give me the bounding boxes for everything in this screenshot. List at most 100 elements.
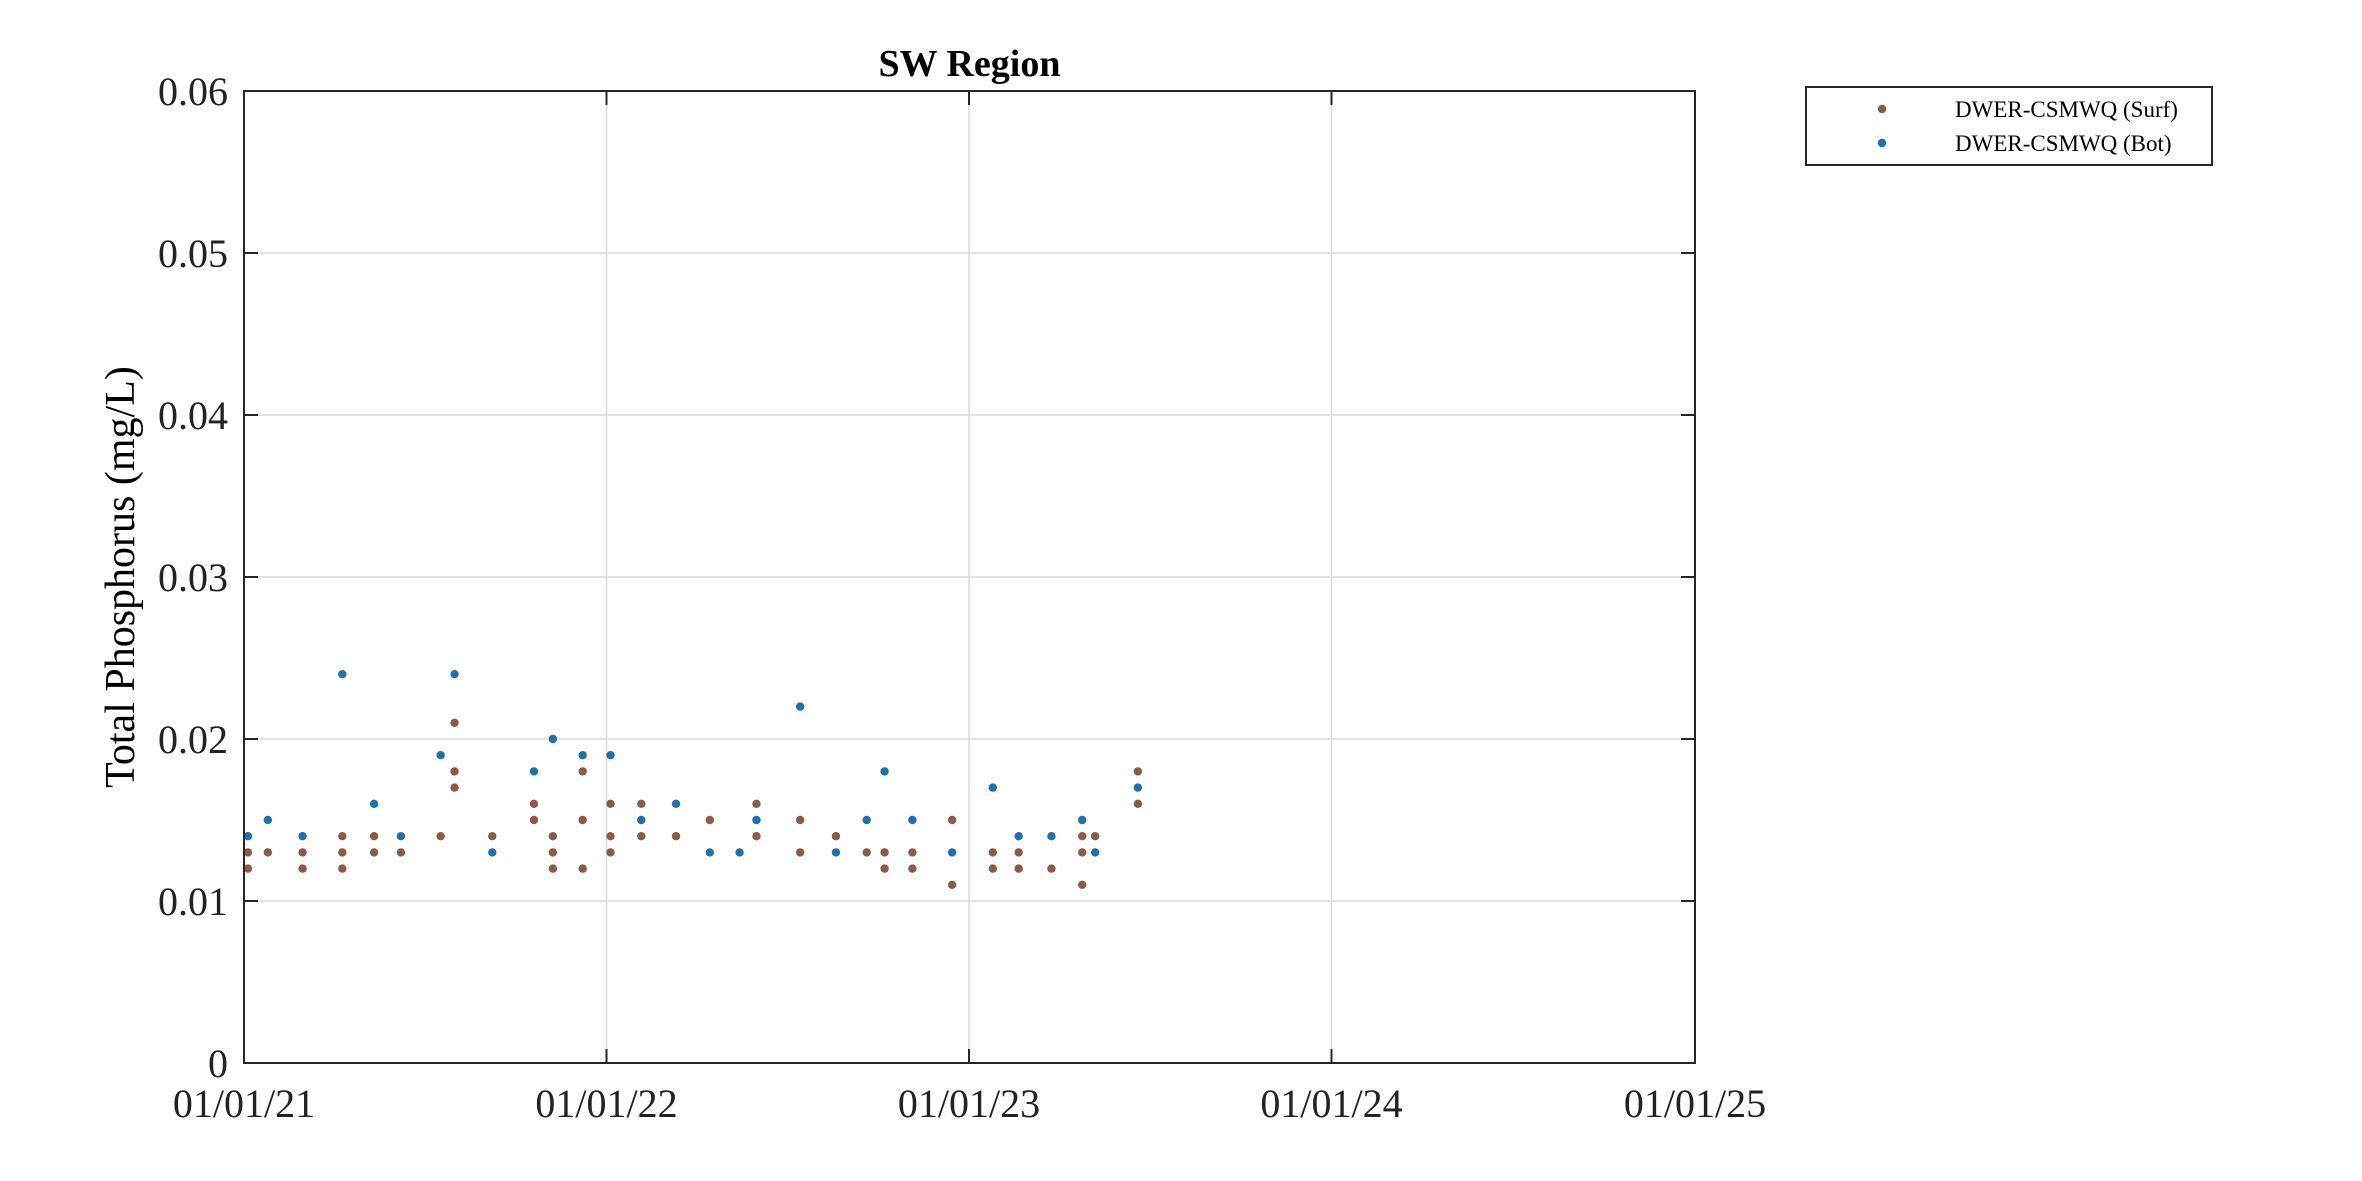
data-point-series-1 xyxy=(578,815,587,825)
y-tick-label: 0.01 xyxy=(158,879,228,924)
plot-area-frame xyxy=(243,90,1696,1064)
x-tick-label: 01/01/24 xyxy=(1260,1081,1402,1126)
data-point-series-1 xyxy=(436,832,445,841)
data-point-series-1 xyxy=(1047,864,1056,873)
data-point-series-1 xyxy=(369,848,379,857)
data-point-series-1 xyxy=(338,832,347,841)
y-tick-label: 0.05 xyxy=(158,231,228,276)
data-point-series-2 xyxy=(338,670,347,679)
data-point-series-1 xyxy=(795,848,805,857)
data-point-series-1 xyxy=(548,848,558,857)
data-point-series-1 xyxy=(1014,864,1023,873)
data-point-series-1 xyxy=(637,799,646,808)
data-point-series-1 xyxy=(1133,799,1143,808)
data-point-series-1 xyxy=(880,848,889,857)
data-point-series-2 xyxy=(705,848,714,857)
data-point-series-1 xyxy=(752,799,761,808)
data-point-series-1 xyxy=(988,848,998,857)
data-point-series-2 xyxy=(578,751,587,760)
data-point-series-1 xyxy=(529,799,539,808)
data-point-series-2 xyxy=(908,815,917,825)
data-point-series-2 xyxy=(862,815,871,825)
data-point-series-1 xyxy=(243,864,253,873)
data-point-series-1 xyxy=(548,864,558,873)
grid-lines xyxy=(244,91,1695,1063)
data-point-series-1 xyxy=(548,832,558,841)
data-point-series-1 xyxy=(450,783,459,792)
data-point-series-1 xyxy=(1078,848,1087,857)
x-tick-label: 01/01/22 xyxy=(535,1081,677,1126)
data-point-series-2 xyxy=(831,848,841,857)
data-point-series-1 xyxy=(338,864,347,873)
data-point-series-2 xyxy=(243,832,253,841)
data-point-series-1 xyxy=(338,848,347,857)
data-point-series-1 xyxy=(862,848,871,857)
data-point-series-1 xyxy=(947,880,957,889)
data-point-series-1 xyxy=(529,815,539,825)
data-point-series-1 xyxy=(243,848,253,857)
data-point-series-2 xyxy=(548,734,558,744)
data-point-series-2 xyxy=(488,848,497,857)
y-tick-label: 0.06 xyxy=(158,69,228,114)
data-point-series-1 xyxy=(752,832,761,841)
data-point-series-2 xyxy=(450,670,459,679)
data-point-series-1 xyxy=(450,767,459,776)
legend-box xyxy=(1805,86,2213,166)
data-point-series-2 xyxy=(637,815,646,825)
data-point-series-1 xyxy=(1078,880,1087,889)
data-point-series-1 xyxy=(606,799,615,808)
data-point-series-1 xyxy=(263,848,273,857)
data-point-series-2 xyxy=(795,702,805,711)
data-point-series-2 xyxy=(396,832,406,841)
legend[interactable]: DWER-CSMWQ (Surf) DWER-CSMWQ (Bot) xyxy=(1805,86,2213,166)
data-point-series-2 xyxy=(1133,783,1143,792)
legend-marker xyxy=(1877,104,1887,114)
data-point-series-2 xyxy=(298,832,307,841)
legend-marker xyxy=(1877,138,1887,148)
data-point-series-1 xyxy=(1090,832,1100,841)
data-point-series-2 xyxy=(436,751,445,760)
x-tick-label: 01/01/25 xyxy=(1624,1081,1766,1126)
data-point-series-1 xyxy=(637,832,646,841)
data-point-series-1 xyxy=(1078,832,1087,841)
data-point-series-2 xyxy=(606,751,615,760)
data-point-series-2 xyxy=(1078,815,1087,825)
data-point-series-2 xyxy=(1090,848,1100,857)
data-point-series-1 xyxy=(1133,767,1143,776)
chart-title: SW Region xyxy=(879,43,1061,85)
y-axis-label: Total Phosphorus (mg/L) xyxy=(98,366,144,788)
data-points xyxy=(243,670,1143,889)
y-tick-label: 0.04 xyxy=(158,393,228,438)
data-point-series-1 xyxy=(831,832,841,841)
data-point-series-1 xyxy=(578,767,587,776)
legend-label: DWER-CSMWQ (Bot) xyxy=(1955,131,2172,156)
data-point-series-1 xyxy=(671,832,681,841)
data-point-series-2 xyxy=(880,767,889,776)
data-point-series-2 xyxy=(263,815,273,825)
data-point-series-2 xyxy=(529,767,539,776)
data-point-series-1 xyxy=(298,848,307,857)
data-point-series-2 xyxy=(947,848,957,857)
data-point-series-2 xyxy=(369,799,379,808)
data-point-series-1 xyxy=(880,864,889,873)
data-point-series-1 xyxy=(908,864,917,873)
data-point-series-2 xyxy=(1047,832,1056,841)
data-point-series-1 xyxy=(606,848,615,857)
data-point-series-2 xyxy=(735,848,744,857)
data-point-series-1 xyxy=(947,815,957,825)
data-point-series-1 xyxy=(450,718,459,727)
data-point-series-1 xyxy=(369,832,379,841)
data-point-series-1 xyxy=(705,815,714,825)
data-point-series-2 xyxy=(1014,832,1023,841)
data-point-series-1 xyxy=(578,864,587,873)
data-point-series-1 xyxy=(396,848,406,857)
data-point-series-2 xyxy=(671,799,681,808)
data-point-series-1 xyxy=(606,832,615,841)
data-point-series-1 xyxy=(988,864,998,873)
data-point-series-1 xyxy=(908,848,917,857)
legend-label: DWER-CSMWQ (Surf) xyxy=(1955,97,2178,122)
y-tick-label: 0.02 xyxy=(158,717,228,762)
y-tick-label: 0 xyxy=(208,1041,228,1086)
data-point-series-2 xyxy=(988,783,998,792)
